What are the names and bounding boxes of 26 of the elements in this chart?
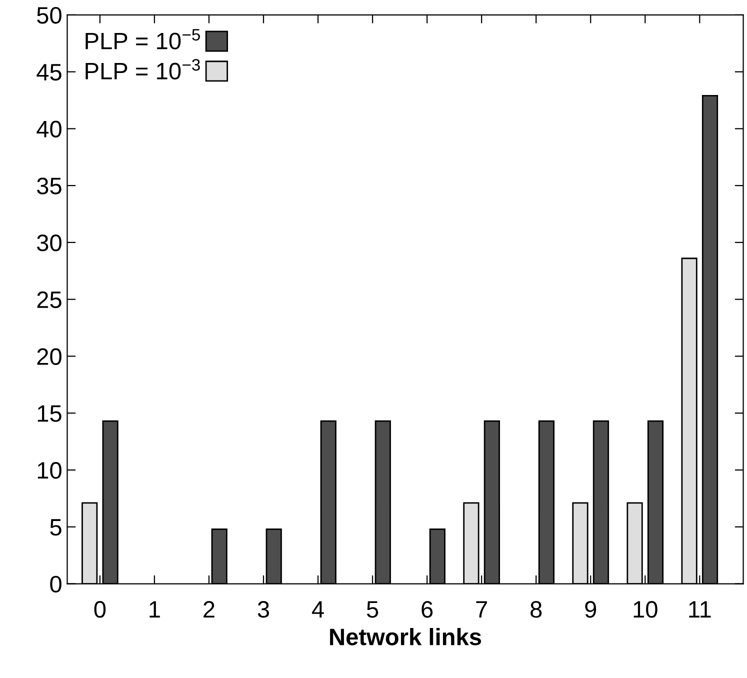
y-tick-label: 30: [37, 234, 62, 252]
x-tick-label: 9: [585, 601, 596, 618]
y-tick-label: 25: [37, 291, 62, 308]
x-tick-label: 5: [366, 601, 378, 618]
y-tick-label: 45: [36, 64, 62, 81]
y-tick-label: 20: [37, 348, 62, 366]
x-tick-label: 1: [150, 601, 160, 618]
x-tick-label: 4: [312, 601, 324, 618]
x-tick-label: 11: [689, 601, 711, 618]
x-tick-label: 2: [204, 601, 214, 618]
x-tick-label: 6: [422, 601, 433, 618]
y-tick-label: 35: [37, 178, 62, 194]
y-tick-label: 10: [38, 462, 62, 479]
x-tick-label: 10: [634, 601, 658, 618]
x-tick-label: 7: [476, 601, 487, 618]
y-tick-label: 0: [50, 576, 62, 593]
y-tick-label: 5: [50, 519, 62, 536]
x-tick-label: 8: [530, 601, 542, 618]
y-tick-label: 15: [38, 405, 62, 422]
legend-label: PLP = 10$^{−3}$: [86, 59, 200, 80]
legend-label: PLP = 10$^{−5}$: [86, 29, 200, 50]
y-tick-label: 40: [36, 120, 62, 138]
x-tick-label: 3: [258, 601, 270, 618]
y-tick-label: 50: [37, 6, 62, 24]
x-tick-label: 0: [94, 601, 106, 618]
x-axis-title: Network links: [330, 628, 482, 646]
